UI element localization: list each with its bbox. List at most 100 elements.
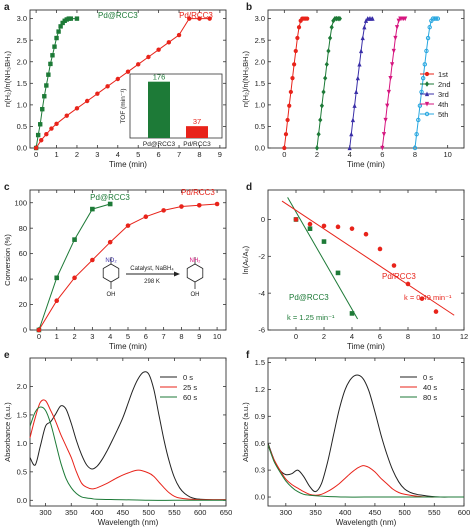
y-tick-label: 1.0	[17, 100, 27, 109]
inset-category-label: Pd/RCC3	[183, 141, 211, 148]
y-tick-label: 0.9	[255, 412, 265, 421]
point	[427, 25, 432, 30]
y-tick-label: 1.5	[255, 358, 265, 367]
x-tick-label: 2	[315, 150, 319, 159]
series-label: Pd@RCC3	[98, 11, 138, 20]
point	[355, 75, 360, 81]
panel-letter: e	[4, 350, 10, 361]
x-tick-label: 8	[413, 150, 417, 159]
inset-category-label: Pd@RCC3	[143, 141, 176, 148]
point	[46, 72, 51, 77]
inset-bar	[148, 81, 170, 138]
point	[393, 35, 398, 41]
point	[176, 32, 182, 38]
panel-e: 300 350 400 450 500 550 600 650 0.0 0.5 1.0 1.5 2.0 W…	[3, 350, 232, 527]
y-tick-label: 1.5	[255, 79, 265, 88]
point	[385, 103, 390, 109]
group-label: OH	[107, 292, 116, 298]
x-tick-label: 450	[117, 508, 130, 517]
series-label: Pd/RCC3	[382, 272, 416, 281]
point	[288, 89, 293, 95]
point	[90, 206, 95, 212]
point	[161, 208, 166, 213]
point	[293, 48, 298, 54]
point	[349, 131, 354, 137]
y-axis-label: n(H₂)/n(NH₃BH₃)	[241, 50, 250, 107]
legend-label: 0 s	[183, 373, 193, 382]
series-line-3rd	[349, 18, 373, 149]
y-tick-label: 0.0	[17, 144, 27, 153]
x-tick-label: 600	[458, 508, 471, 517]
point	[33, 145, 39, 151]
y-tick-label: 3.0	[255, 14, 265, 23]
fit-line	[281, 200, 455, 316]
y-axis-label: n(H₂)/n(NH₃BH₃)	[3, 50, 12, 107]
point	[35, 132, 41, 138]
y-tick-label: 1.5	[17, 79, 27, 88]
panel-d: 0 2 4 6 8 10 12 -6 -4 -2 0 Time (min) ln(Aₜ/A₀) d Pd/R…	[241, 182, 468, 351]
point	[424, 48, 429, 54]
x-tick-label: 650	[220, 508, 233, 517]
point	[105, 84, 110, 89]
panel-f: 300 350 400 450 500 550 600 0.0 0.3 0.6 0.9 1.2 1.5 W…	[241, 350, 470, 527]
point	[214, 201, 220, 207]
legend-label: 4th	[438, 100, 448, 109]
point	[414, 132, 419, 137]
y-axis-label: Absorbance (a.u.)	[241, 402, 250, 462]
point	[347, 145, 352, 151]
rate-constant-label: k = 1.25 min⁻¹	[287, 313, 335, 322]
point	[412, 145, 418, 151]
point	[360, 35, 365, 41]
series-line-60 s	[29, 406, 226, 501]
point	[305, 16, 310, 21]
point	[54, 298, 60, 304]
y-tick-label: 2.5	[255, 36, 265, 45]
point	[307, 226, 313, 231]
group-label: NH₂	[190, 258, 202, 264]
plot-frame	[29, 9, 227, 149]
point	[394, 25, 400, 30]
x-tick-label: 10	[213, 332, 221, 341]
x-tick-label: 9	[218, 150, 222, 159]
legend-label: 25 s	[183, 383, 197, 392]
arrow-label: Catalyst, NaBH₄	[130, 266, 174, 272]
point	[386, 89, 391, 95]
point	[74, 106, 80, 111]
x-tick-label: 4	[348, 150, 352, 159]
point	[349, 226, 355, 231]
legend-label: 40 s	[423, 383, 437, 392]
inset-bar	[186, 126, 208, 138]
x-tick-label: 5	[136, 150, 140, 159]
point	[36, 327, 42, 333]
point	[50, 53, 55, 58]
x-axis-label: Wavelength (nm)	[98, 518, 159, 527]
series-label: Pd/RCC3	[181, 188, 215, 197]
panel-letter: f	[246, 350, 250, 361]
y-tick-label: 80	[19, 224, 27, 233]
x-tick-label: 10	[443, 150, 451, 159]
point	[136, 62, 141, 67]
point	[388, 76, 393, 81]
point	[329, 24, 334, 30]
y-tick-label: 0.3	[255, 466, 265, 475]
y-tick-label: 1.2	[255, 385, 265, 394]
plot-frame	[29, 357, 227, 507]
y-tick-label: 2.0	[255, 57, 265, 66]
point	[42, 94, 47, 99]
point	[359, 48, 364, 54]
legend-label: 60 s	[183, 393, 197, 402]
x-tick-label: 6	[380, 150, 384, 159]
plot-frame	[267, 9, 465, 149]
point	[321, 239, 327, 244]
point	[390, 62, 395, 67]
x-tick-label: 0	[37, 332, 41, 341]
x-axis-label: Time (min)	[347, 160, 385, 169]
panel-letter: b	[246, 2, 252, 13]
series-line-25 s	[29, 399, 227, 501]
point	[424, 71, 430, 77]
point	[84, 98, 90, 104]
benzene-ring	[186, 263, 204, 283]
point	[68, 16, 74, 21]
point	[380, 145, 385, 151]
panel-a: 0 1 2 3 4 5 6 7 8 9 0.0 0.5 1.0 1.5 2.0 2.5 3.0 Time (min…	[3, 2, 227, 169]
